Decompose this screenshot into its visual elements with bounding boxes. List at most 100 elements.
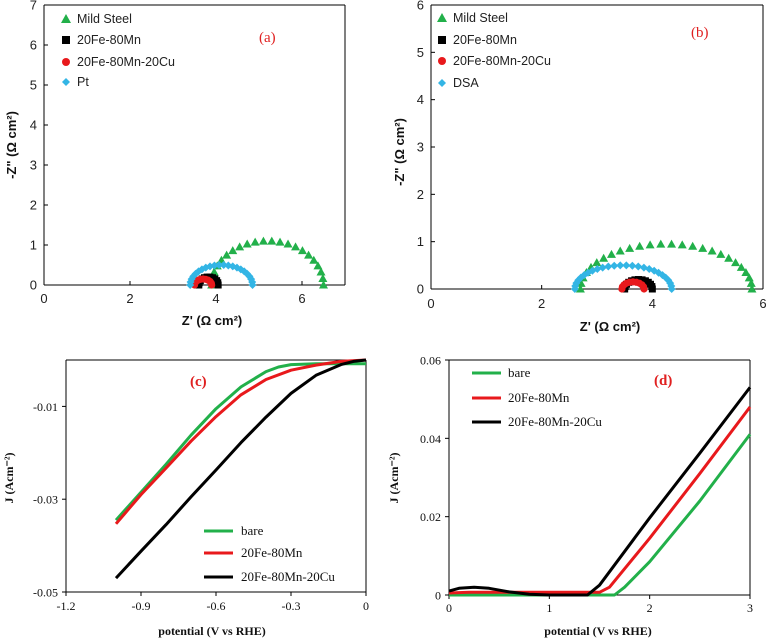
chart-b-legend-20fe-80mn: 20Fe-80Mn <box>453 33 517 47</box>
chart-c-x-axis-title: potential (V vs RHE) <box>158 624 265 638</box>
chart-b-panel-label: (b) <box>691 25 709 41</box>
chart-a-point-mild-steel <box>316 267 326 276</box>
chart-b-point-dsa <box>604 262 613 271</box>
chart-a-point-mild-steel <box>318 273 328 282</box>
chart-d-ytick-label-0-04: 0.04 <box>420 432 441 446</box>
chart-d-ytick-label-0-02: 0.02 <box>420 510 441 524</box>
chart-a-ytick-label-0: 0 <box>30 278 37 293</box>
chart-d-panel-label: (d) <box>654 373 672 389</box>
chart-c-xtick-label-0-3: -0.3 <box>282 599 301 613</box>
chart-a-ytick-label-4: 4 <box>30 118 37 133</box>
chart-c-ytick-label-0-05: -0.05 <box>33 586 58 600</box>
chart-b-legend-mild-steel: Mild Steel <box>453 11 508 25</box>
chart-a-y-axis-title: -Z" (Ω cm²) <box>4 111 19 179</box>
chart-b-xtick-label-6: 6 <box>759 296 766 311</box>
chart-b-marks <box>570 239 757 293</box>
chart-b-point-mild-steel <box>656 239 666 248</box>
chart-a-series-pt <box>186 261 257 289</box>
chart-a-point-mild-steel <box>242 239 252 248</box>
chart-c-y-ticks: -0.05 -0.03 -0.01 <box>33 400 66 600</box>
chart-b-point-dsa <box>616 261 625 270</box>
chart-d-y-axis-title: J (Acm⁻²) <box>387 453 401 504</box>
chart-a-legend-marker-20fe-80mn-20cu <box>62 58 70 66</box>
chart-a-point-mild-steel <box>283 239 293 248</box>
chart-a-point-mild-steel <box>291 242 301 251</box>
chart-b-legend-dsa: DSA <box>453 76 479 90</box>
chart-a-xtick-label-0: 0 <box>40 291 47 306</box>
chart-a-panel-label: (a) <box>259 30 276 46</box>
chart-b-point-20fe-80mn-20cu <box>640 285 648 293</box>
chart-b-ytick-label-0: 0 <box>417 282 424 297</box>
chart-b-point-mild-steel <box>667 239 677 248</box>
chart-b-y-axis-title: -Z" (Ω cm²) <box>392 118 407 186</box>
chart-c-legend: bare 20Fe-80Mn 20Fe-80Mn-20Cu <box>204 523 335 584</box>
chart-a-point-mild-steel <box>304 250 314 259</box>
chart-b-point-dsa <box>628 261 637 270</box>
chart-a-point-mild-steel <box>267 236 277 245</box>
chart-c-marks <box>114 358 367 580</box>
chart-d-legend: bare 20Fe-80Mn 20Fe-80Mn-20Cu <box>472 365 602 429</box>
chart-a-point-mild-steel <box>309 255 319 264</box>
chart-a-y-ticks: 0 1 2 3 4 5 6 7 <box>30 0 48 293</box>
chart-c-x-ticks: -1.2 -0.9 -0.6 -0.3 0 <box>57 592 369 613</box>
chart-c-legend-20fe-80mn-20cu: 20Fe-80Mn-20Cu <box>241 569 335 584</box>
chart-c-legend-bare: bare <box>241 523 264 538</box>
chart-b-xtick-label-4: 4 <box>649 296 656 311</box>
chart-d-xtick-label-2: 2 <box>647 601 653 615</box>
chart-a-point-mild-steel <box>209 267 219 276</box>
chart-a-point-20fe-80mn <box>214 281 222 289</box>
chart-b-legend-marker-20fe-80mn <box>438 36 446 44</box>
chart-b-ytick-label-3: 3 <box>417 140 424 155</box>
chart-b-xtick-label-0: 0 <box>427 296 434 311</box>
chart-b-point-mild-steel <box>731 258 741 267</box>
chart-a-point-mild-steel <box>228 246 238 255</box>
chart-b-ytick-label-5: 5 <box>417 45 424 60</box>
chart-b-point-mild-steel <box>747 284 757 293</box>
chart-b-legend-20fe-80mn-20cu: 20Fe-80Mn-20Cu <box>453 54 551 68</box>
chart-b-xtick-label-2: 2 <box>538 296 545 311</box>
chart-a-point-pt <box>248 281 257 289</box>
chart-a-x-axis-title: Z' (Ω cm²) <box>182 313 242 328</box>
chart-a-point-mild-steel <box>275 237 285 246</box>
chart-a-legend-mild-steel: Mild Steel <box>77 12 132 26</box>
chart-a-point-pt <box>219 261 228 270</box>
chart-b-series-dsa <box>570 261 676 293</box>
chart-b-point-mild-steel <box>716 249 726 258</box>
chart-b-ytick-label-6: 6 <box>417 0 424 13</box>
chart-a-point-mild-steel <box>319 280 328 289</box>
chart-a-legend: Mild Steel 20Fe-80Mn 20Fe-80Mn-20Cu Pt <box>61 12 175 89</box>
chart-d-xtick-label-3: 3 <box>747 601 753 615</box>
chart-a-legend-marker-pt <box>62 78 70 86</box>
chart-c-xtick-label-0-6: -0.6 <box>207 599 226 613</box>
chart-d: 0 0.02 0.04 0.06 0 1 2 3 (d) potential (V vs R… <box>387 354 753 639</box>
chart-b-point-mild-steel <box>606 249 616 258</box>
chart-c-panel-label: (c) <box>190 374 207 390</box>
chart-c-y-axis-title: J (Acm⁻²) <box>2 453 16 504</box>
chart-b-legend: Mild Steel 20Fe-80Mn 20Fe-80Mn-20Cu DSA <box>437 11 551 90</box>
chart-b-point-mild-steel <box>615 246 625 255</box>
chart-a-point-mild-steel <box>250 237 260 246</box>
chart-b-legend-marker-20fe-80mn-20cu <box>438 57 446 65</box>
chart-a-series-mild-steel <box>207 236 328 289</box>
chart-a-ytick-label-1: 1 <box>30 238 37 253</box>
chart-b-point-dsa <box>634 262 643 271</box>
chart-d-line-20fe-80mn <box>448 406 752 595</box>
chart-a-ytick-label-3: 3 <box>30 158 37 173</box>
chart-b-point-mild-steel <box>635 241 645 250</box>
chart-b-point-dsa <box>610 261 619 270</box>
chart-a-xtick-label-4: 4 <box>212 291 219 306</box>
chart-b-point-mild-steel <box>736 262 746 271</box>
chart-b-point-mild-steel <box>698 243 708 252</box>
chart-a-point-mild-steel <box>258 236 268 245</box>
chart-c: -0.05 -0.03 -0.01 -1.2 -0.9 -0.6 -0.3 0 (c) po… <box>2 358 369 638</box>
chart-c-legend-20fe-80mn: 20Fe-80Mn <box>241 545 303 560</box>
chart-a-ytick-label-6: 6 <box>30 38 37 53</box>
chart-a-ytick-label-2: 2 <box>30 198 37 213</box>
chart-d-x-ticks: 0 1 2 3 <box>446 595 753 615</box>
chart-a-series-20fe-80mn-20cu <box>190 275 216 289</box>
chart-d-ytick-label-0-06: 0.06 <box>420 354 441 368</box>
chart-b-point-mild-steel <box>575 284 585 293</box>
chart-b-point-mild-steel <box>724 253 734 262</box>
chart-b-legend-marker-dsa <box>438 79 446 87</box>
